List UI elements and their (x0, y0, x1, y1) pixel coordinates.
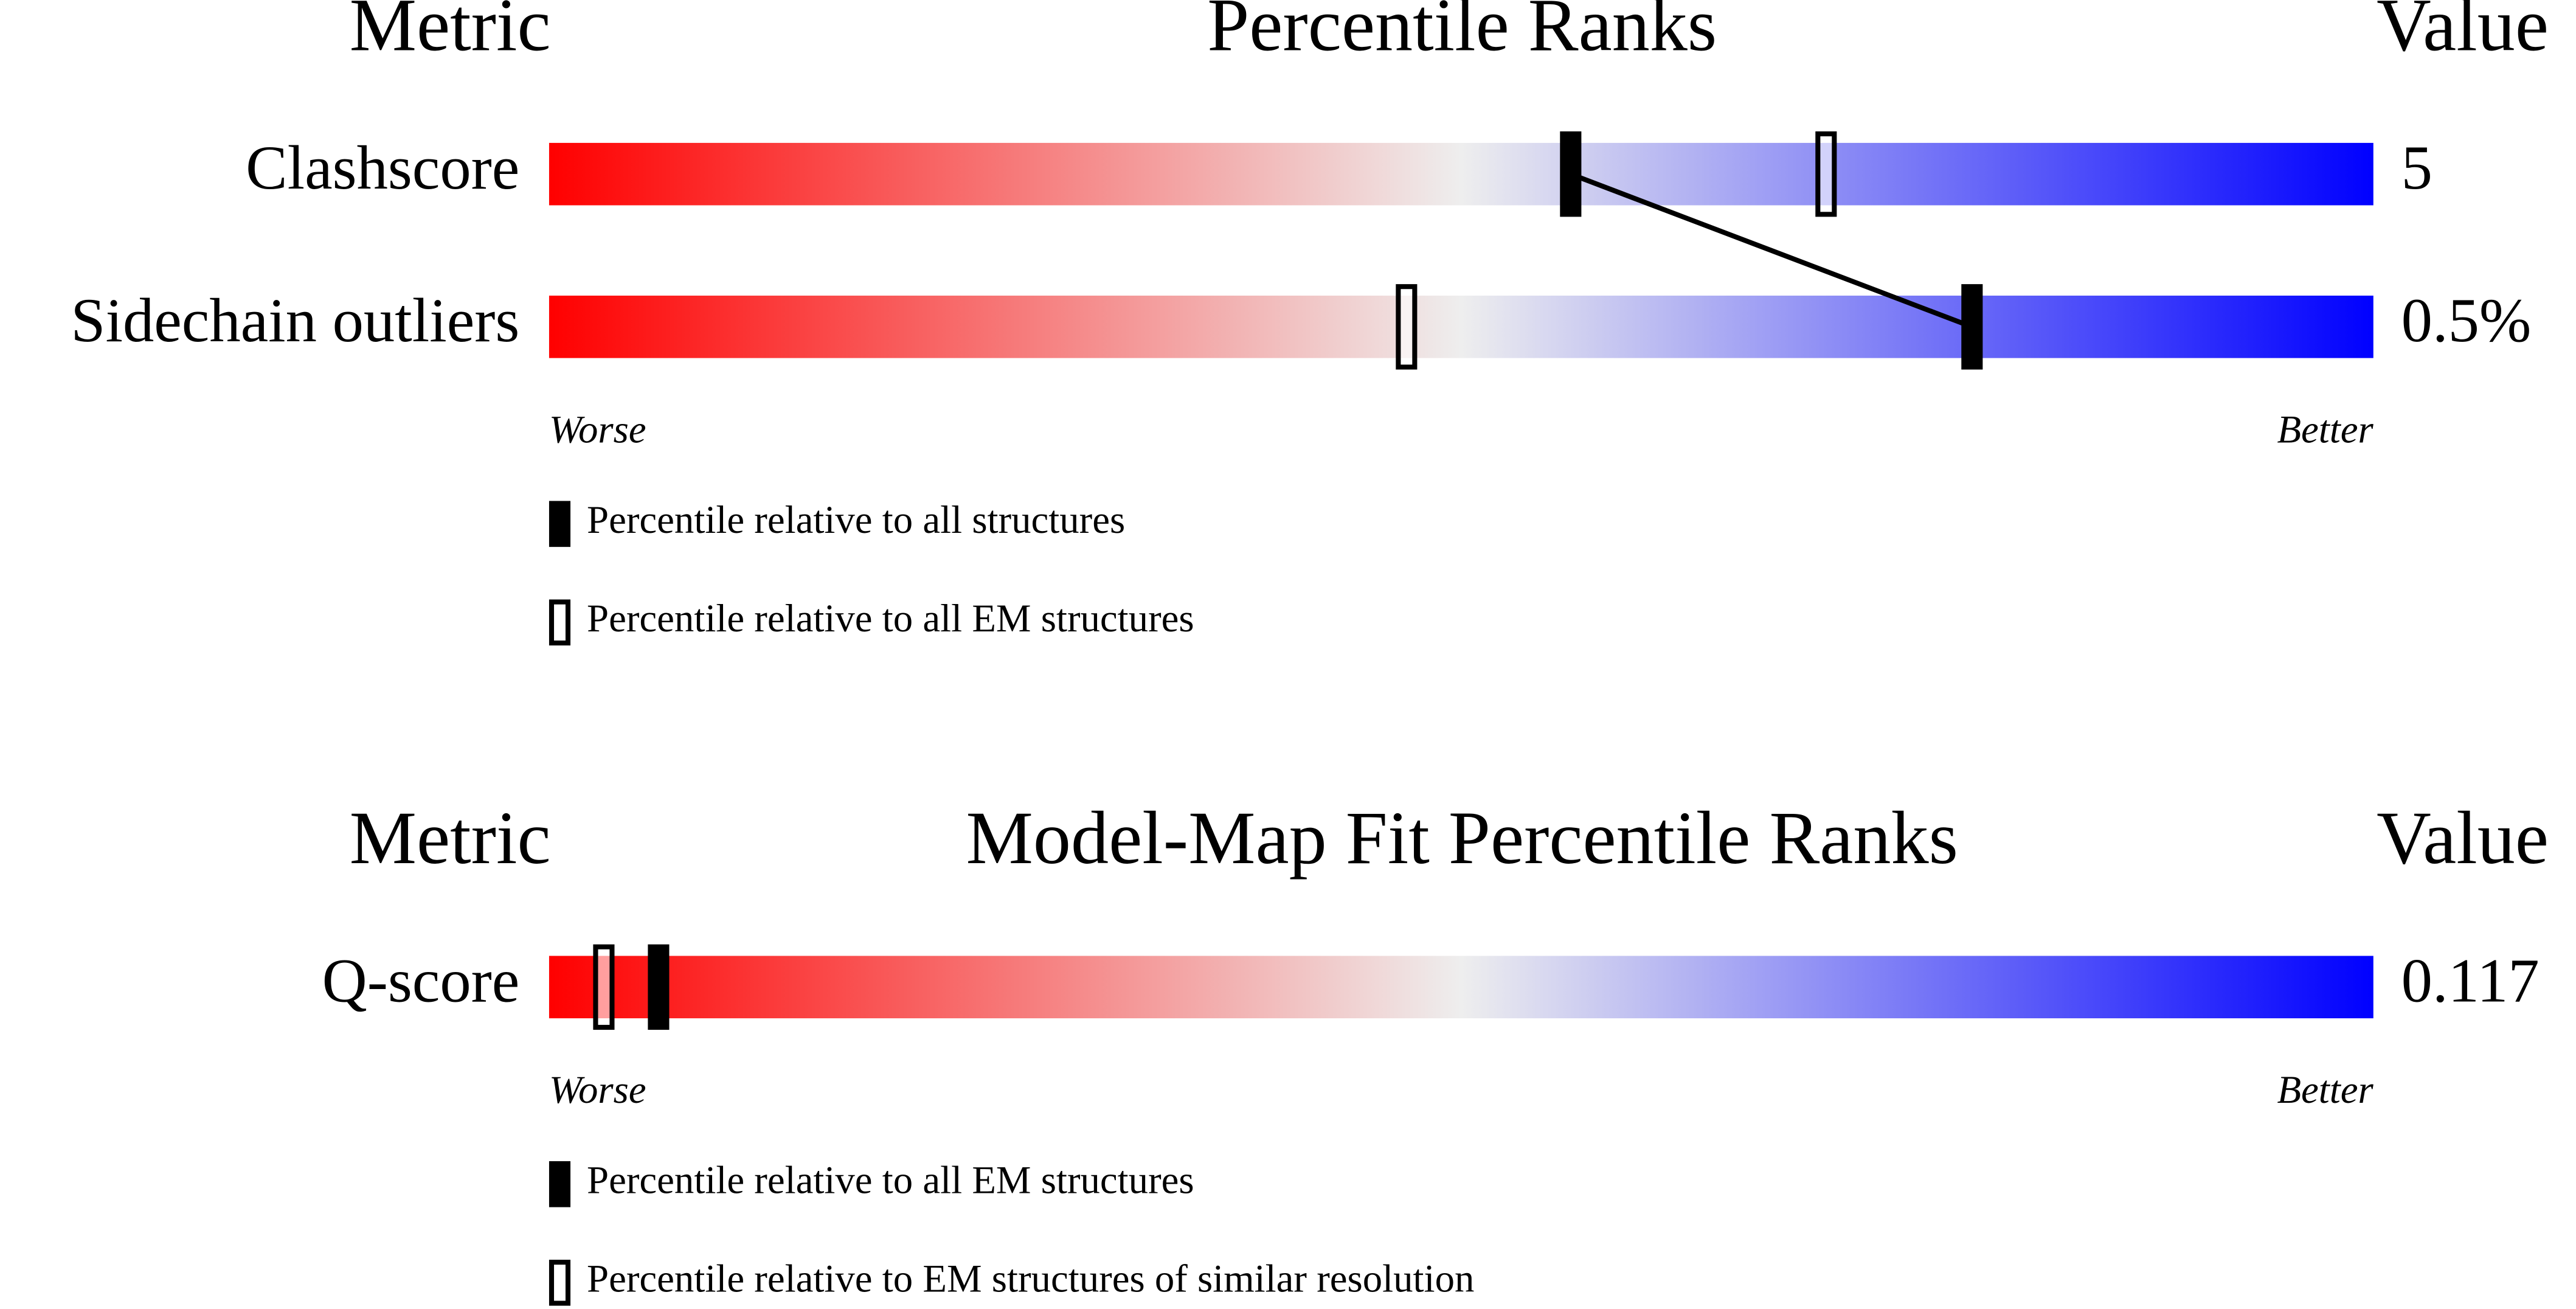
percentile-marker-filled (549, 501, 571, 547)
percentile-marker-hollow (549, 599, 571, 646)
percentile-marker-filled (549, 1161, 571, 1207)
metric-value: 5 (2401, 134, 2432, 203)
value-header: Value (2377, 796, 2549, 880)
percentile-marker-hollow (1396, 284, 1418, 370)
metric-value: 0.117 (2401, 946, 2540, 1015)
percentile-marker-filled (1961, 284, 1983, 370)
percentile-bar (549, 296, 2373, 358)
metric-label: Clashscore (246, 134, 519, 203)
legend-label: Percentile relative to all EM structures (587, 597, 1194, 641)
worse-label: Worse (549, 408, 646, 452)
percentile-marker-hollow (593, 944, 615, 1030)
better-label: Better (2277, 1068, 2373, 1112)
legend-label: Percentile relative to EM structures of … (587, 1257, 1474, 1301)
metric-value: 0.5% (2401, 286, 2532, 355)
chart-title: Model-Map Fit Percentile Ranks (966, 796, 1958, 880)
percentile-bar (549, 956, 2373, 1019)
percentile-marker-filled (1560, 131, 1582, 217)
metric-header: Metric (350, 796, 551, 880)
better-label: Better (2277, 408, 2373, 452)
metric-header: Metric (350, 0, 551, 67)
legend-label: Percentile relative to all structures (587, 498, 1125, 542)
chart-title: Percentile Ranks (1207, 0, 1717, 67)
legend-label: Percentile relative to all EM structures (587, 1159, 1194, 1203)
value-header: Value (2377, 0, 2549, 67)
percentile-marker-hollow (1815, 131, 1837, 217)
percentile-bar (549, 142, 2373, 206)
percentile-marker-filled (648, 944, 670, 1030)
worse-label: Worse (549, 1068, 646, 1112)
metric-label: Q-score (322, 946, 520, 1015)
connector-line (1570, 172, 1973, 330)
metric-label: Sidechain outliers (71, 286, 519, 355)
percentile-marker-hollow (549, 1259, 571, 1306)
